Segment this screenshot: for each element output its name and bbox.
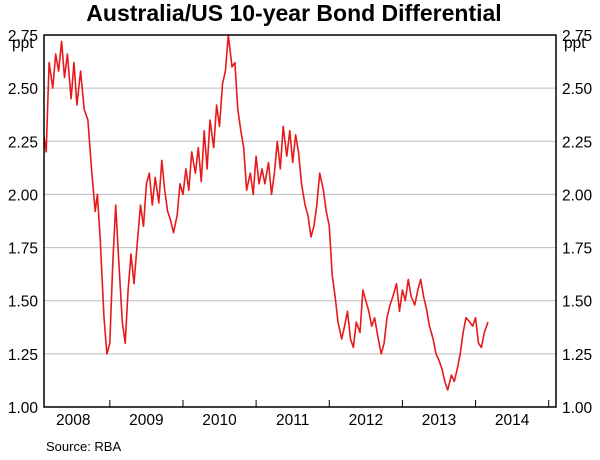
- source-note: Source: RBA: [46, 439, 121, 454]
- x-tick-label: 2009: [129, 412, 163, 429]
- x-tick-labels: 2008 2009 2010 2011 2012 2013 2014: [56, 412, 530, 429]
- y-tick-label-right: 1.00: [562, 400, 593, 417]
- grid-lines: [44, 87, 556, 355]
- y-tick-label-right: 1.25: [562, 347, 592, 364]
- data-line-layer: [43, 34, 489, 391]
- y-unit-left: ppt: [12, 35, 34, 52]
- y-tick-labels-left: 1.00 1.25 1.50 1.75 2.00 2.25 2.50 2.75: [8, 28, 39, 417]
- x-tick-label: 2008: [56, 412, 90, 429]
- y-tick-label-left: 2.50: [8, 81, 39, 98]
- y-tick-label-right: 1.50: [562, 294, 593, 311]
- x-tick-label: 2014: [495, 412, 530, 429]
- y-tick-label-right: 2.25: [562, 134, 592, 151]
- plot-frame: [43, 34, 557, 408]
- x-tick-label: 2012: [349, 412, 383, 429]
- series-line: [43, 34, 489, 391]
- y-tick-label-left: 1.75: [8, 241, 38, 258]
- y-tick-label-left: 2.75: [8, 28, 38, 45]
- y-tick-label-left: 2.00: [8, 187, 39, 204]
- y-tick-label-left: 1.50: [8, 294, 39, 311]
- y-tick-label-left: 2.25: [8, 134, 38, 151]
- y-tick-label-left: 1.00: [8, 400, 39, 417]
- y-tick-label-right: 2.75: [562, 28, 592, 45]
- y-unit-right: ppt: [564, 35, 586, 52]
- x-ticks: [109, 400, 550, 407]
- x-tick-label: 2013: [422, 412, 456, 429]
- y-tick-label-right: 2.00: [562, 187, 593, 204]
- y-tick-label-right: 2.50: [562, 81, 593, 98]
- x-tick-label: 2010: [202, 412, 237, 429]
- y-tick-labels-right: 1.00 1.25 1.50 1.75 2.00 2.25 2.50 2.75: [562, 28, 593, 417]
- y-tick-label-left: 1.25: [8, 347, 38, 364]
- chart-title: Australia/US 10-year Bond Differential: [86, 0, 501, 26]
- x-tick-label: 2011: [276, 412, 309, 429]
- y-tick-label-right: 1.75: [562, 241, 592, 258]
